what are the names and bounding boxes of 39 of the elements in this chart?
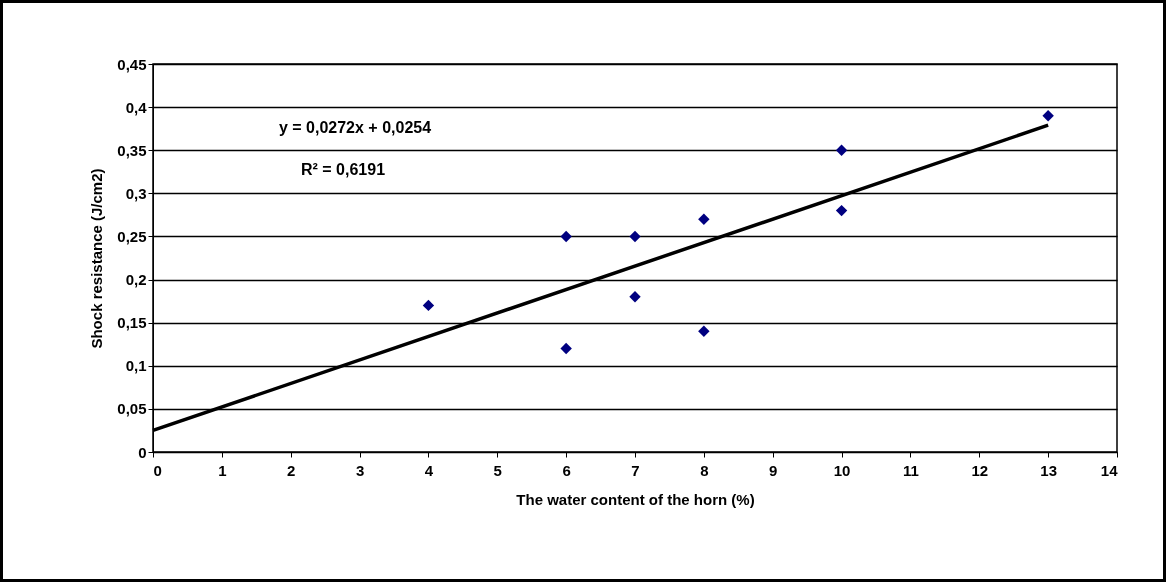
x-tick-label: 5 <box>493 461 502 479</box>
x-tick-label: 3 <box>355 461 365 479</box>
point <box>422 299 435 312</box>
annotation: R² = 0,6191 <box>300 161 386 178</box>
y-tick-label: 0 <box>138 443 147 461</box>
point <box>1042 110 1054 122</box>
x-tick-label: 4 <box>424 461 434 479</box>
x-tick-label: 8 <box>700 461 709 479</box>
x-axis-title: The water content of the horn (%) <box>516 490 755 508</box>
x-tick-label: 0 <box>153 461 162 479</box>
x-tick-label: 7 <box>631 461 640 479</box>
point <box>629 230 641 243</box>
annotation: y = 0,0272x + 0,0254 <box>278 119 432 136</box>
x-tick-label: 2 <box>287 461 296 479</box>
point <box>835 144 848 156</box>
y-tick-label: 0,05 <box>117 400 147 418</box>
point <box>560 342 572 355</box>
y-tick-label: 0,1 <box>125 357 147 375</box>
point <box>835 204 848 217</box>
x-tick-label: 11 <box>903 461 919 479</box>
x-tick-label: 10 <box>833 461 851 479</box>
y-tick-label: 0,2 <box>125 271 147 289</box>
x-tick-label: 9 <box>769 461 778 479</box>
y-tick-label: 0,3 <box>125 184 147 202</box>
x-tick-label: 13 <box>1040 461 1057 479</box>
point <box>698 213 710 225</box>
y-tick-label: 0,25 <box>117 227 147 245</box>
x-tick-label: 1 <box>218 461 227 479</box>
x-tick-label: 14 <box>1100 461 1119 479</box>
point <box>698 325 710 337</box>
x-tick-label: 6 <box>562 461 571 479</box>
x-tick-label: 12 <box>971 461 989 479</box>
y-tick-label: 0,35 <box>117 141 147 159</box>
y-tick-label: 0,45 <box>117 55 147 73</box>
y-tick-label: 0,15 <box>117 314 147 332</box>
point <box>560 230 572 243</box>
y-tick-label: 0,4 <box>125 98 148 116</box>
point <box>629 291 641 303</box>
y-axis-title: Shock resistance (J/cm2) <box>88 168 106 349</box>
